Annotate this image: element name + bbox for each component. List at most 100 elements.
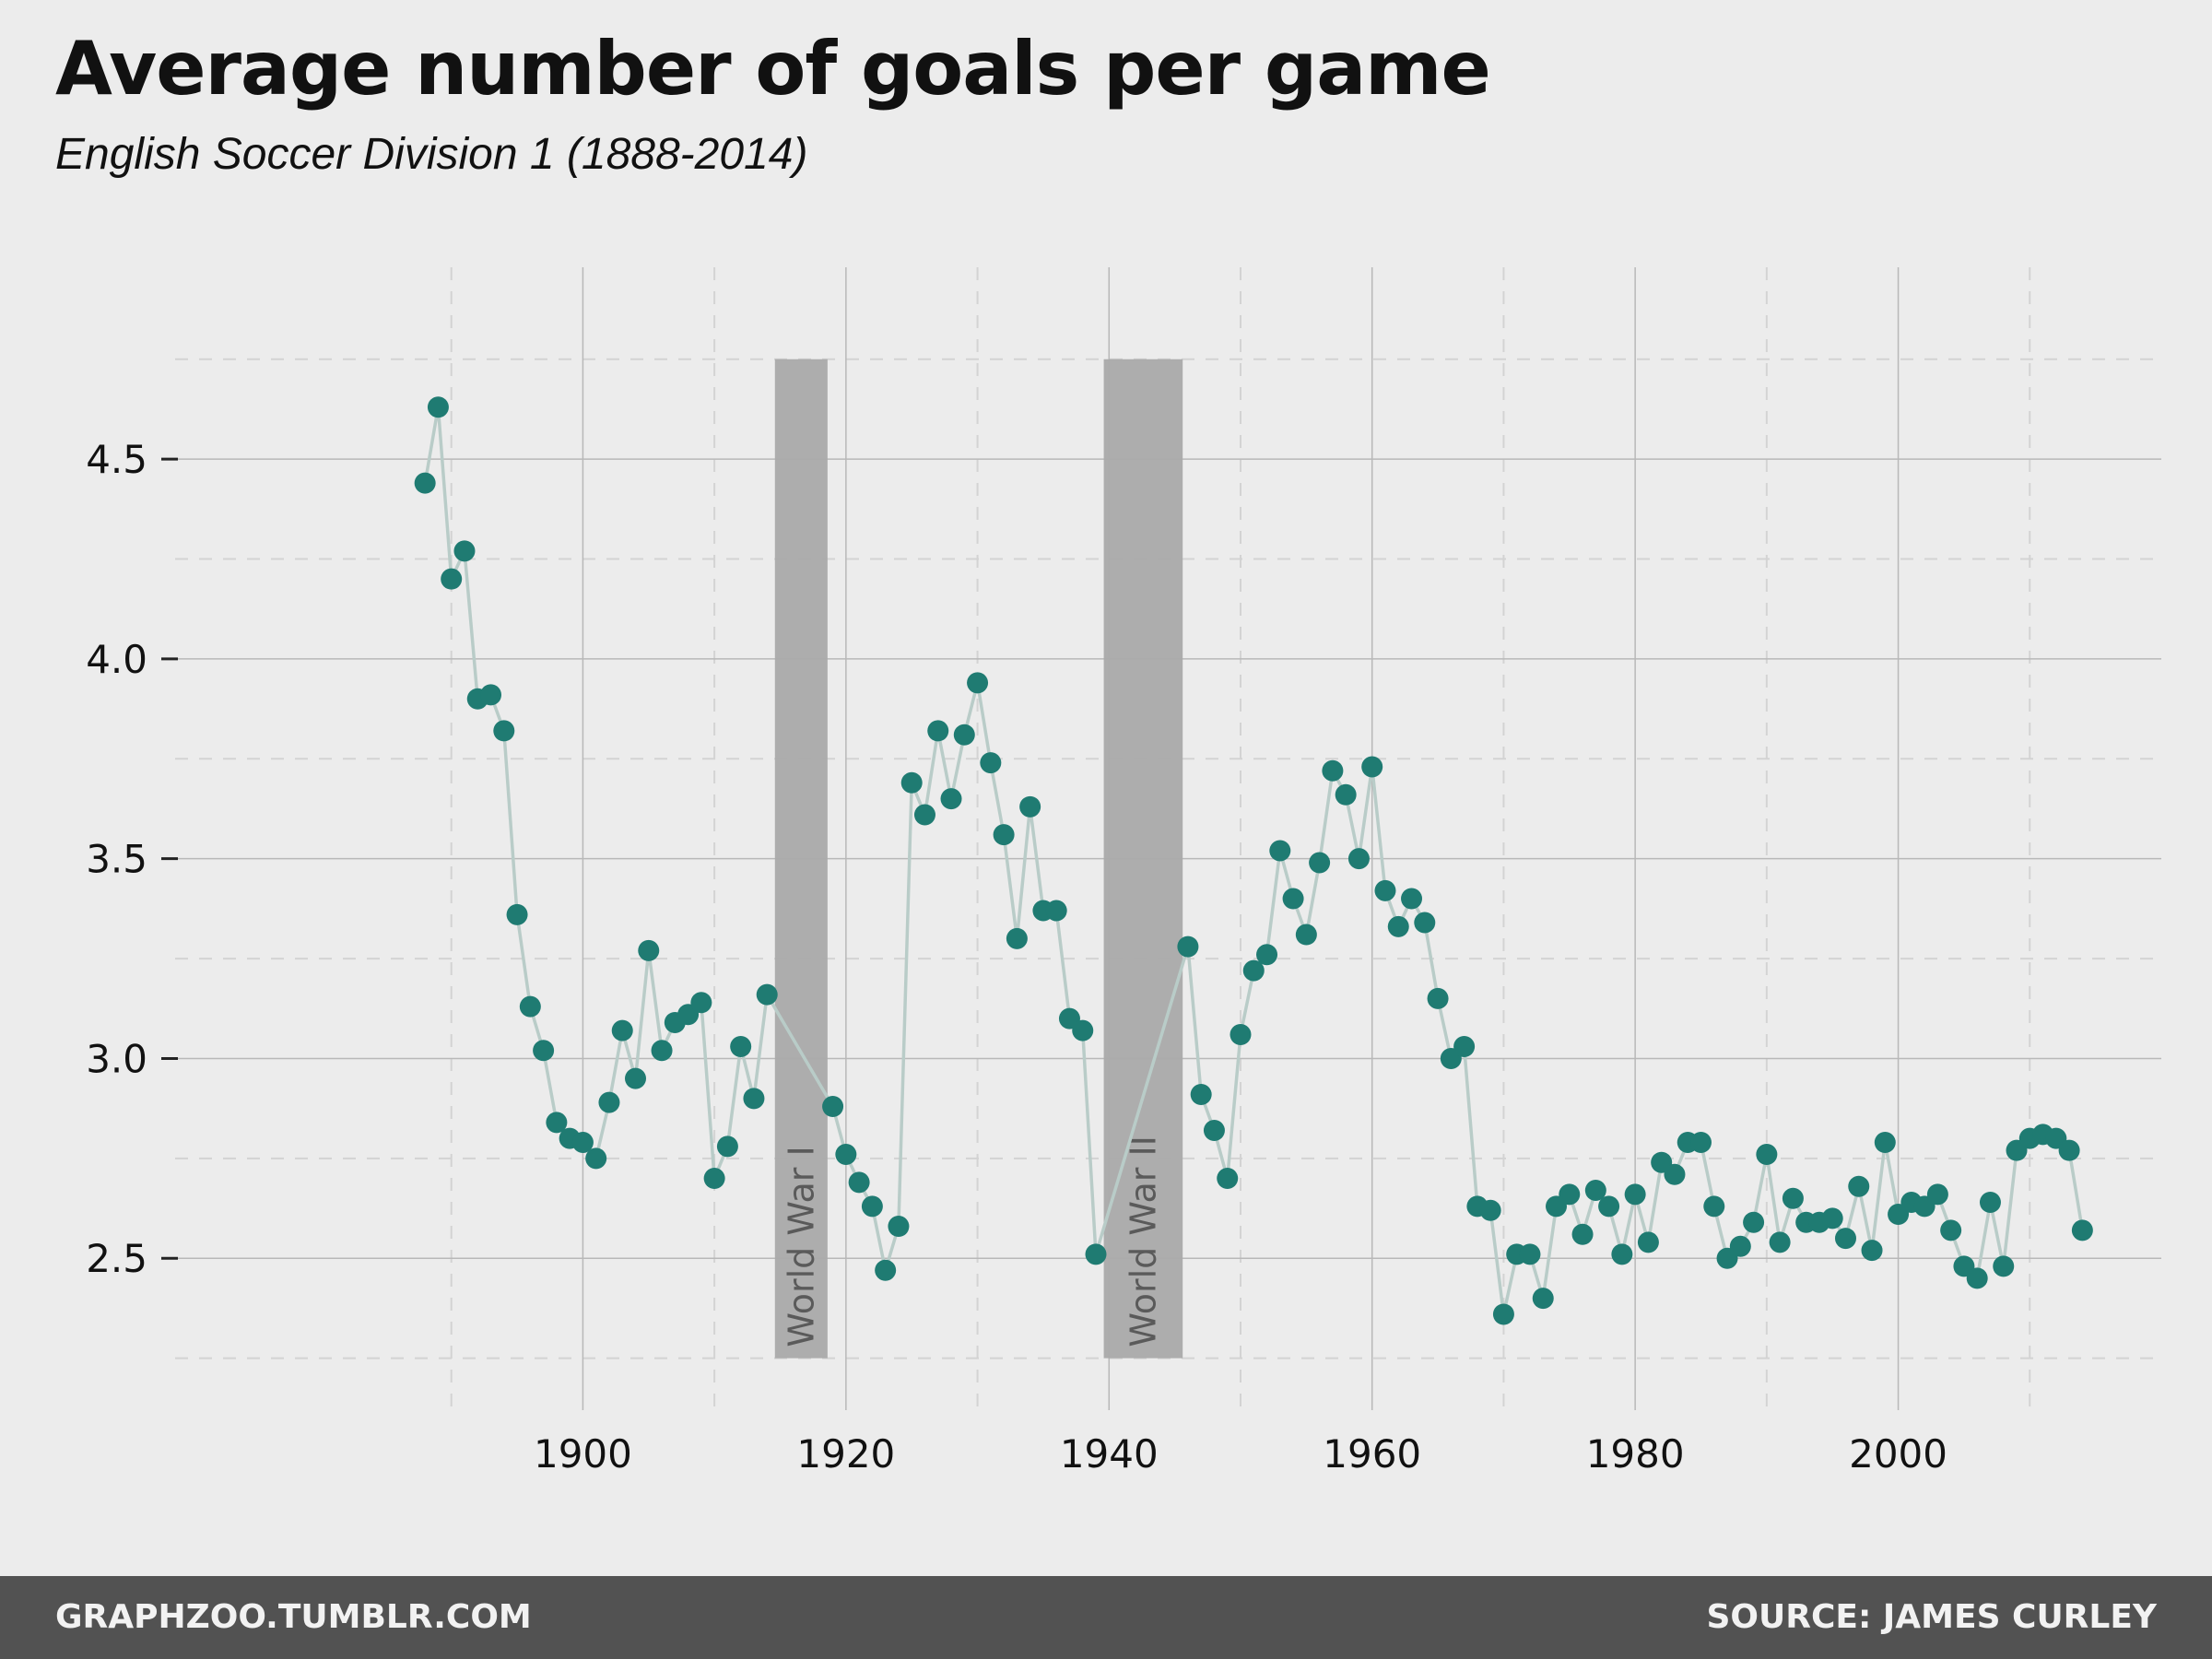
data-point (1598, 1195, 1620, 1218)
data-point (1322, 759, 1344, 782)
data-point (913, 804, 935, 826)
data-point (1821, 1207, 1843, 1230)
data-point (993, 824, 1015, 846)
data-point (1571, 1223, 1594, 1245)
data-point (1006, 927, 1028, 949)
data-point (1295, 924, 1317, 946)
data-point (1848, 1175, 1870, 1197)
y-tick-label: 4.0 (86, 637, 147, 682)
data-point (585, 1147, 607, 1170)
x-tick-label: 1940 (1060, 1431, 1159, 1477)
chart-subtitle: English Soccer Division 1 (1888-2014) (55, 130, 808, 179)
data-point (1335, 783, 1357, 806)
data-point (414, 472, 436, 494)
data-point (453, 540, 476, 562)
data-point (1624, 1183, 1646, 1206)
data-point (953, 724, 975, 746)
data-point (835, 1144, 857, 1166)
data-point (611, 1019, 633, 1041)
x-tick-label: 1920 (796, 1431, 895, 1477)
y-tick-label: 3.0 (86, 1036, 147, 1081)
footer-site-link[interactable]: GRAPHZOO.TUMBLR.COM (55, 1598, 532, 1636)
data-point (1874, 1132, 1896, 1154)
data-point (743, 1088, 765, 1110)
data-point (1230, 1023, 1252, 1045)
data-point (1861, 1240, 1883, 1262)
x-tick-label: 1980 (1586, 1431, 1685, 1477)
data-point (493, 720, 515, 742)
data-point (730, 1035, 752, 1057)
war-band (1103, 359, 1183, 1359)
data-point (1769, 1231, 1791, 1253)
data-point (822, 1095, 844, 1117)
series-line-layer (423, 406, 2085, 1315)
data-point (1374, 879, 1396, 901)
data-point (1019, 795, 1041, 818)
data-point (519, 995, 541, 1018)
data-point (1834, 1228, 1856, 1250)
axis-layer: 2.5 3.0 3.5 4.0 4.5 1900 1920 1940 1960 1980 2000 (86, 437, 1947, 1477)
data-point (1993, 1255, 2015, 1277)
data-point (980, 752, 1002, 774)
war-band-label: World War I (781, 1146, 821, 1347)
data-point (1203, 1120, 1225, 1142)
data-point (1689, 1132, 1712, 1154)
data-point (546, 1112, 568, 1134)
data-point (1414, 912, 1436, 934)
data-point (1387, 915, 1409, 937)
series-line (423, 406, 2085, 1315)
data-point (1729, 1235, 1751, 1257)
y-tick-label: 4.5 (86, 437, 147, 482)
data-point (625, 1067, 647, 1089)
data-point (1427, 987, 1449, 1009)
data-point (861, 1195, 883, 1218)
y-tick-label: 3.5 (86, 837, 147, 882)
data-point (1743, 1211, 1765, 1233)
data-point (1177, 935, 1199, 958)
war-band (774, 359, 828, 1359)
data-point (967, 672, 989, 694)
footer-source: SOURCE: JAMES CURLEY (1706, 1598, 2157, 1636)
x-tick-label: 1960 (1323, 1431, 1421, 1477)
chart-title: Average number of goals per game (55, 26, 1491, 112)
data-point (651, 1040, 673, 1062)
annotation-bands: World War I World War II (774, 359, 1183, 1359)
data-point (1190, 1083, 1212, 1105)
data-point (2058, 1139, 2080, 1161)
data-point (888, 1216, 910, 1238)
data-point (1782, 1187, 1804, 1209)
data-point (571, 1132, 594, 1154)
data-point (1637, 1231, 1659, 1253)
x-tick-label: 1900 (534, 1431, 632, 1477)
data-point (1492, 1303, 1514, 1325)
data-point (1703, 1195, 1725, 1218)
footer-bar: GRAPHZOO.TUMBLR.COM SOURCE: JAMES CURLEY (0, 1576, 2212, 1659)
data-point (2071, 1219, 2093, 1241)
data-point (1453, 1035, 1476, 1057)
data-point (1584, 1180, 1606, 1202)
data-point (1085, 1243, 1107, 1265)
data-point (848, 1171, 870, 1194)
data-point (900, 771, 923, 794)
data-point (1940, 1219, 1962, 1241)
data-point (1979, 1192, 2001, 1214)
data-point (1532, 1288, 1554, 1310)
data-point (1269, 840, 1291, 862)
data-point (927, 720, 949, 742)
data-point (690, 992, 712, 1014)
data-point (1966, 1267, 1988, 1289)
x-tick-label: 2000 (1849, 1431, 1947, 1477)
data-point (1309, 852, 1331, 874)
data-point (1361, 756, 1383, 778)
data-point (638, 939, 660, 961)
data-point (506, 903, 528, 925)
data-point (427, 396, 449, 418)
data-point (598, 1091, 620, 1113)
data-point (1045, 900, 1067, 922)
data-point (533, 1040, 555, 1062)
data-point (756, 983, 778, 1006)
data-point (1519, 1243, 1541, 1265)
data-point (1242, 959, 1265, 982)
data-point (480, 684, 502, 706)
data-point (940, 788, 962, 810)
